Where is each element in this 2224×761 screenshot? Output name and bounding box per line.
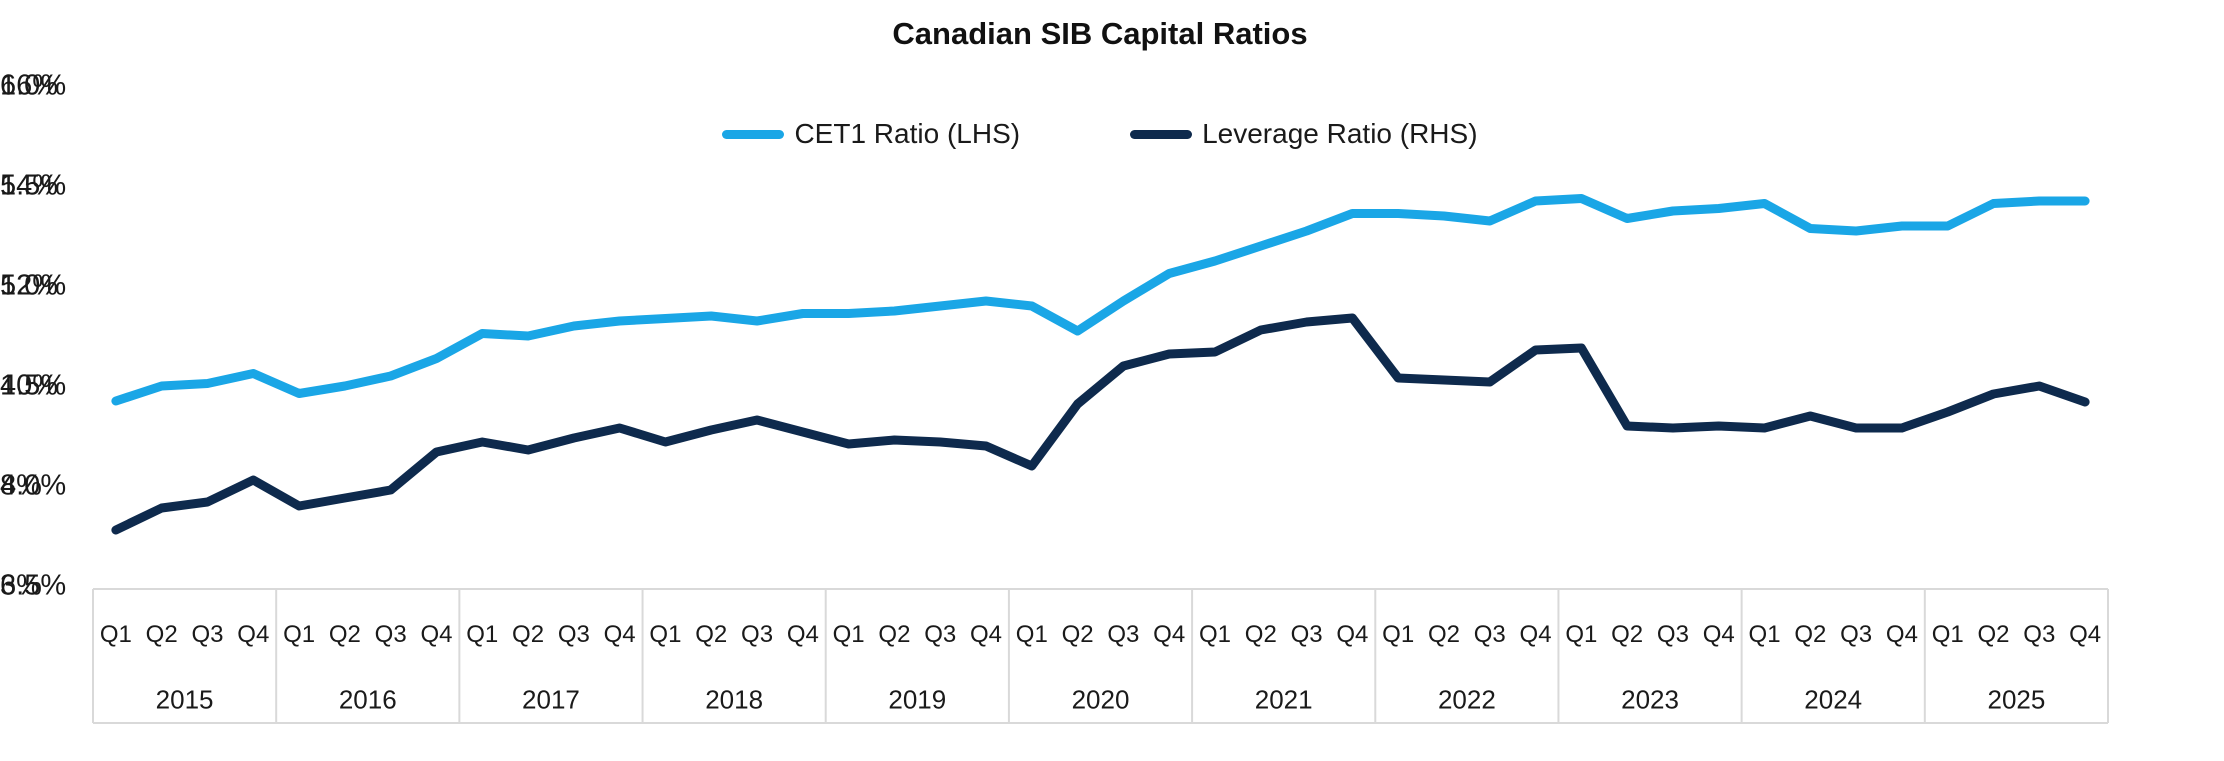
- quarter-label: Q2: [145, 621, 178, 648]
- legend-item-leverage: Leverage Ratio (RHS): [1130, 118, 1478, 150]
- right-axis-tick-label: 5.0%: [0, 269, 67, 302]
- quarter-label: Q3: [1290, 621, 1323, 648]
- chart-legend: CET1 Ratio (LHS) Leverage Ratio (RHS): [0, 118, 2200, 150]
- quarter-label: Q2: [1244, 621, 1277, 648]
- quarter-label: Q3: [557, 621, 590, 648]
- quarter-label: Q3: [1656, 621, 1689, 648]
- quarter-label: Q2: [328, 621, 361, 648]
- quarter-label: Q2: [878, 621, 911, 648]
- right-axis-tick-label: 4.0%: [0, 469, 67, 502]
- quarter-label: Q4: [786, 621, 819, 648]
- quarter-label: Q1: [1198, 621, 1231, 648]
- quarter-label: Q4: [603, 621, 636, 648]
- quarter-label: Q2: [1427, 621, 1460, 648]
- quarter-label: Q3: [1473, 621, 1506, 648]
- quarter-label: Q1: [649, 621, 682, 648]
- left-axis-tick-label: 14%: [0, 169, 59, 202]
- cet1-line: [111, 194, 2090, 406]
- leverage-legend-label: Leverage Ratio (RHS): [1202, 118, 1478, 149]
- quarter-label: Q2: [695, 621, 728, 648]
- quarter-label: Q1: [99, 621, 132, 648]
- year-label: 2022: [1437, 684, 1496, 715]
- quarter-label: Q4: [237, 621, 270, 648]
- quarter-label: Q1: [1748, 621, 1781, 648]
- quarter-label: Q3: [1107, 621, 1140, 648]
- quarter-label: Q3: [2023, 621, 2056, 648]
- quarter-label: Q4: [1153, 621, 1186, 648]
- year-label: 2018: [705, 684, 764, 715]
- left-axis-tick-label: 6%: [0, 569, 42, 602]
- chart-title: Canadian SIB Capital Ratios: [892, 16, 1308, 51]
- quarter-label: Q1: [832, 621, 865, 648]
- quarter-label: Q3: [924, 621, 957, 648]
- quarter-label: Q1: [1931, 621, 1964, 648]
- year-label: 2019: [888, 684, 947, 715]
- year-label: 2023: [1621, 684, 1679, 715]
- quarter-label: Q4: [1519, 621, 1552, 648]
- quarter-label: Q4: [420, 621, 453, 648]
- year-label: 2020: [1071, 684, 1130, 715]
- quarter-label: Q2: [1977, 621, 2010, 648]
- quarter-label: Q3: [741, 621, 774, 648]
- year-label: 2024: [1804, 684, 1863, 715]
- quarter-label: Q2: [512, 621, 545, 648]
- year-label: 2025: [1987, 684, 2046, 715]
- quarter-label: Q3: [1840, 621, 1873, 648]
- quarter-label: Q4: [1885, 621, 1918, 648]
- quarter-label: Q4: [969, 621, 1003, 648]
- quarter-label: Q2: [1061, 621, 1094, 648]
- quarter-label: Q3: [191, 621, 224, 648]
- left-axis-tick-label: 16%: [0, 69, 59, 102]
- quarter-label: Q4: [1336, 621, 1369, 648]
- year-label: 2017: [522, 684, 580, 715]
- left-axis-tick-label: 10%: [0, 369, 59, 402]
- cet1-line-swatch: [722, 129, 785, 139]
- quarter-label: Q4: [1702, 621, 1735, 648]
- quarter-label: Q1: [1015, 621, 1048, 648]
- left-axis-tick-label: 12%: [0, 269, 59, 302]
- left-axis-tick-label: 8%: [0, 469, 42, 502]
- quarter-label: Q3: [374, 621, 407, 648]
- right-axis-tick-label: 5.5%: [0, 169, 67, 202]
- leverage-line: [111, 313, 2090, 535]
- quarter-label: Q1: [1565, 621, 1598, 648]
- quarter-label: Q4: [2069, 621, 2102, 648]
- cet1-legend-label: CET1 Ratio (LHS): [794, 118, 1021, 149]
- quarter-label: Q1: [466, 621, 499, 648]
- quarter-label: Q1: [1382, 621, 1415, 648]
- legend-item-cet1: CET1 Ratio (LHS): [722, 118, 1020, 150]
- right-axis-tick-label: 4.5%: [0, 369, 67, 402]
- quarter-label: Q2: [1611, 621, 1644, 648]
- quarter-label: Q1: [283, 621, 316, 648]
- right-axis-tick-label: 6.0%: [0, 69, 67, 102]
- leverage-line-swatch: [1130, 129, 1193, 139]
- year-label: 2021: [1254, 684, 1313, 715]
- year-label: 2015: [155, 684, 214, 715]
- year-label: 2016: [338, 684, 397, 715]
- right-axis-tick-label: 3.5%: [0, 569, 67, 602]
- quarter-label: Q2: [1794, 621, 1827, 648]
